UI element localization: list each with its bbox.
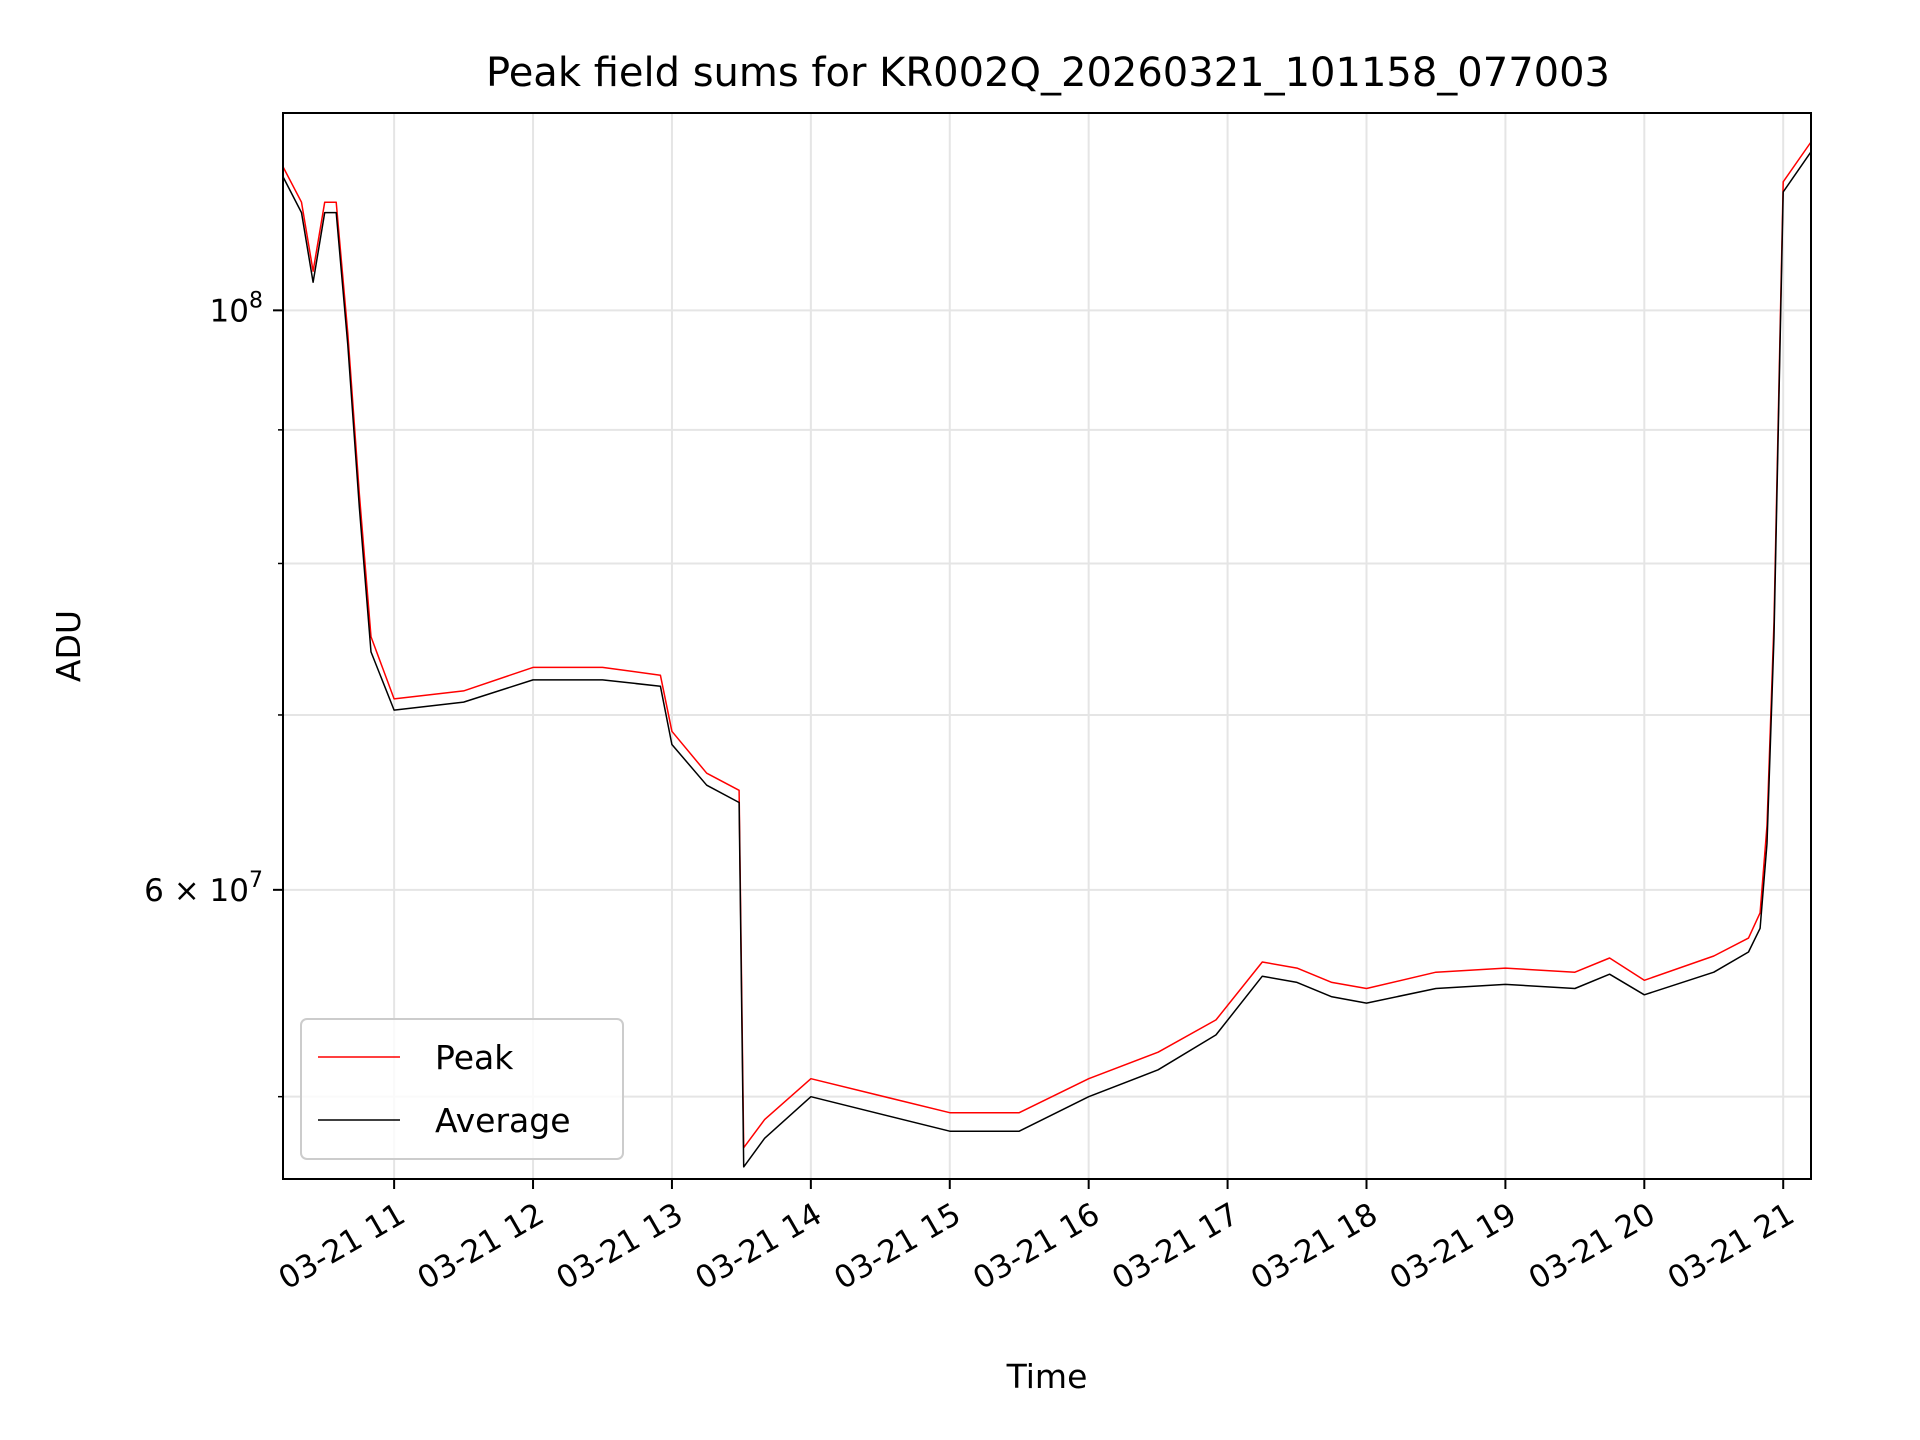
- series-line-average: [283, 151, 1811, 1168]
- x-axis-label: Time: [1006, 1357, 1088, 1396]
- y-axis-label: ADU: [49, 610, 88, 682]
- legend-frame: [300, 1018, 624, 1160]
- y-tick-label: 6 × 107: [144, 868, 263, 909]
- chart-title: Peak field sums for KR002Q_20260321_1011…: [486, 50, 1610, 96]
- plot-area: [283, 141, 1811, 1168]
- legend: Peak Average: [300, 1018, 624, 1160]
- axes-frame: [282, 112, 1812, 1180]
- legend-peak-label: Peak: [435, 1038, 514, 1077]
- legend-average-label: Average: [435, 1101, 571, 1140]
- grid: [283, 113, 1811, 1179]
- series-line-peak: [283, 141, 1811, 1149]
